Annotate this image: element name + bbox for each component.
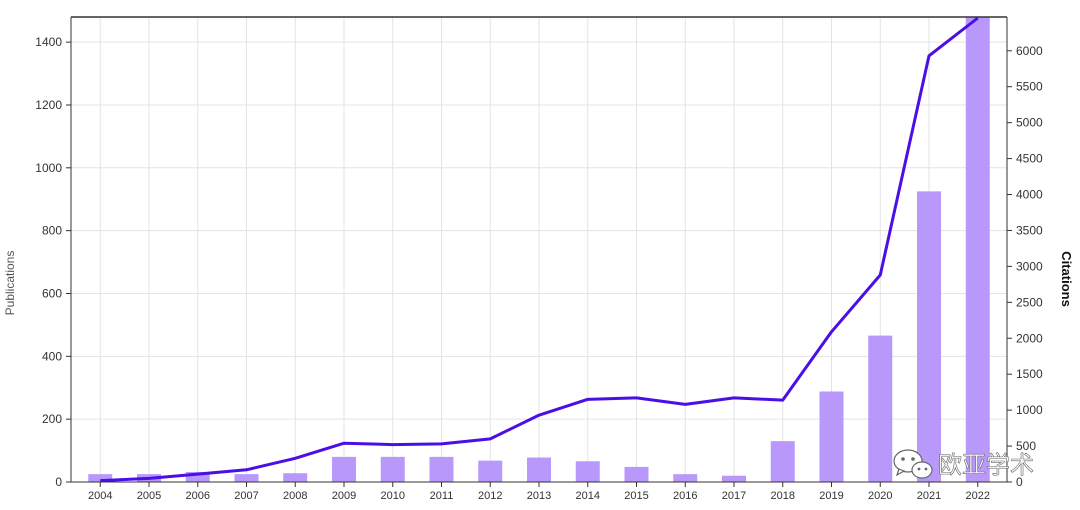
citation-line-group bbox=[100, 16, 979, 483]
grid-lines bbox=[71, 17, 1007, 483]
x-tick-label: 2013 bbox=[527, 490, 551, 502]
bar-publications-2004 bbox=[88, 474, 113, 482]
bar-publications-2009 bbox=[332, 456, 356, 482]
bar-publications-2016 bbox=[673, 474, 698, 482]
bar-publications-2011 bbox=[429, 456, 454, 482]
bar-publications-2007 bbox=[234, 474, 259, 482]
bar-publications-2014 bbox=[575, 461, 600, 482]
right-tick-label: 3000 bbox=[1016, 259, 1043, 273]
x-tick-label: 2005 bbox=[137, 490, 161, 502]
bar-publications-2015 bbox=[624, 466, 649, 482]
x-tick-label: 2019 bbox=[819, 490, 843, 502]
right-axis-title: Citations bbox=[1059, 251, 1074, 307]
left-axis-title: Publications bbox=[3, 251, 17, 316]
bar-publications-2010 bbox=[380, 456, 405, 482]
bar-publications-2022 bbox=[965, 17, 990, 482]
right-tick-label: 0 bbox=[1016, 475, 1023, 489]
bar-publications-2008 bbox=[283, 473, 308, 482]
left-tick-label: 400 bbox=[42, 349, 62, 363]
x-tick-label: 2009 bbox=[332, 490, 356, 502]
left-tick-label: 1200 bbox=[35, 98, 62, 112]
right-tick-label: 6000 bbox=[1016, 44, 1043, 58]
left-tick-label: 600 bbox=[42, 286, 62, 300]
bar-publications-2017 bbox=[722, 475, 746, 482]
x-axis-ticks: 2004 2005 2006 2007 2008 2009 2010 2011 2012 2013… bbox=[88, 482, 990, 502]
right-tick-label: 5500 bbox=[1016, 80, 1043, 94]
publication-bars bbox=[88, 17, 990, 482]
right-tick-label: 500 bbox=[1016, 439, 1036, 453]
watermark-text: 欧亚学术 bbox=[938, 451, 1034, 479]
x-tick-label: 2021 bbox=[917, 490, 941, 502]
x-tick-label: 2015 bbox=[624, 490, 648, 502]
left-tick-label: 800 bbox=[42, 224, 62, 238]
left-axis-ticks: 0 200 400 600 800 1000 1200 1400 bbox=[35, 35, 71, 489]
left-tick-label: 0 bbox=[55, 475, 62, 489]
x-tick-label: 2022 bbox=[966, 490, 990, 502]
watermark: 欧亚学术 bbox=[893, 449, 1034, 479]
bar-publications-2020 bbox=[868, 335, 893, 482]
right-axis-ticks: 0 500 1000 1500 2000 2500 3000 3500 4000 4500 5000… bbox=[1007, 44, 1043, 489]
x-tick-label: 2018 bbox=[771, 490, 795, 502]
x-tick-label: 2017 bbox=[722, 490, 746, 502]
right-tick-label: 3500 bbox=[1016, 223, 1043, 237]
right-tick-label: 4000 bbox=[1016, 188, 1043, 202]
right-tick-label: 4500 bbox=[1016, 152, 1043, 166]
right-tick-label: 2500 bbox=[1016, 295, 1043, 309]
x-tick-label: 2008 bbox=[283, 490, 307, 502]
left-tick-label: 200 bbox=[42, 412, 62, 426]
left-tick-label: 1400 bbox=[35, 35, 62, 49]
x-tick-label: 2014 bbox=[576, 490, 600, 502]
bar-publications-2018 bbox=[770, 441, 795, 482]
bar-publications-2006 bbox=[185, 471, 210, 482]
x-tick-label: 2004 bbox=[88, 490, 112, 502]
x-tick-label: 2016 bbox=[673, 490, 697, 502]
bar-publications-2013 bbox=[527, 457, 551, 482]
x-tick-label: 2012 bbox=[478, 490, 502, 502]
bar-publications-2019 bbox=[819, 391, 844, 482]
right-tick-label: 1000 bbox=[1016, 403, 1043, 417]
x-tick-label: 2010 bbox=[381, 490, 405, 502]
right-tick-label: 1500 bbox=[1016, 367, 1043, 381]
axes bbox=[66, 16, 1008, 483]
citation-line bbox=[100, 16, 979, 483]
bar-publications-2021 bbox=[917, 191, 941, 482]
left-tick-label: 1000 bbox=[35, 161, 62, 175]
x-tick-label: 2011 bbox=[430, 490, 454, 502]
bar-publications-2012 bbox=[478, 460, 503, 482]
x-tick-label: 2007 bbox=[234, 490, 258, 502]
x-tick-label: 2020 bbox=[868, 490, 892, 502]
right-tick-label: 2000 bbox=[1016, 331, 1043, 345]
wechat-icon bbox=[893, 449, 933, 479]
x-tick-label: 2006 bbox=[186, 490, 210, 502]
right-tick-label: 5000 bbox=[1016, 116, 1043, 130]
